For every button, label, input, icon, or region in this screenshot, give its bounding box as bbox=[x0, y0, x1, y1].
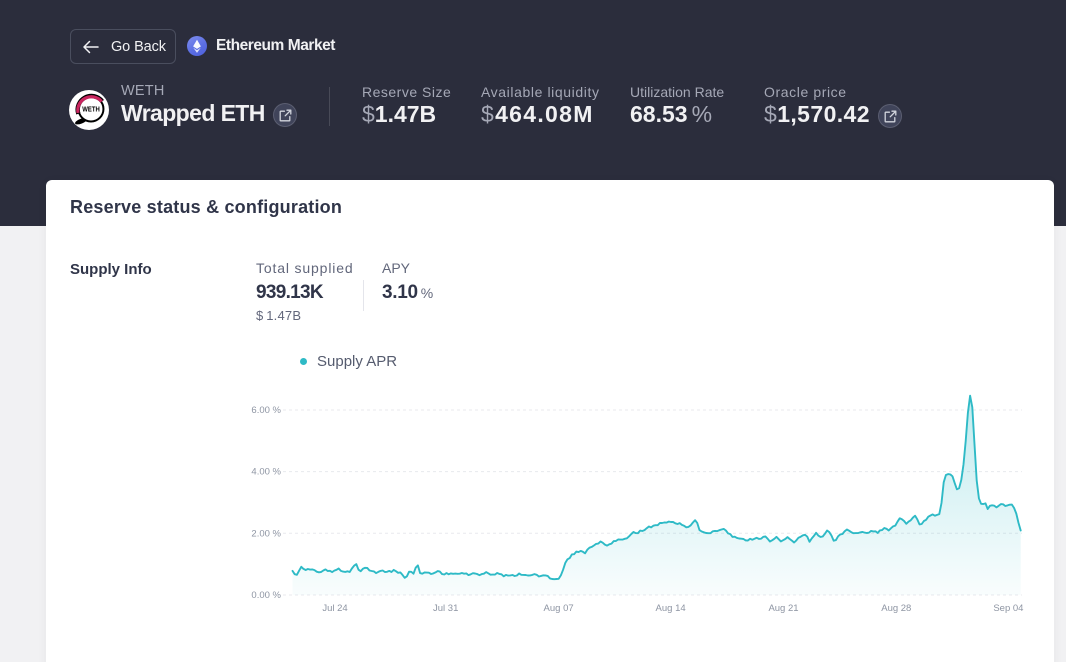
svg-text:Jul 24: Jul 24 bbox=[322, 603, 347, 614]
svg-text:Aug 14: Aug 14 bbox=[656, 603, 686, 614]
svg-text:2.00 %: 2.00 % bbox=[251, 528, 281, 539]
svg-text:Aug 28: Aug 28 bbox=[881, 603, 911, 614]
svg-text:WETH: WETH bbox=[82, 105, 100, 114]
svg-text:Jul 31: Jul 31 bbox=[433, 603, 458, 614]
svg-text:Sep 04: Sep 04 bbox=[993, 603, 1023, 614]
svg-text:Aug 07: Aug 07 bbox=[544, 603, 574, 614]
svg-text:6.00 %: 6.00 % bbox=[251, 405, 281, 416]
svg-text:0.00 %: 0.00 % bbox=[251, 590, 281, 601]
svg-text:4.00 %: 4.00 % bbox=[251, 467, 281, 478]
svg-text:Aug 21: Aug 21 bbox=[768, 603, 798, 614]
